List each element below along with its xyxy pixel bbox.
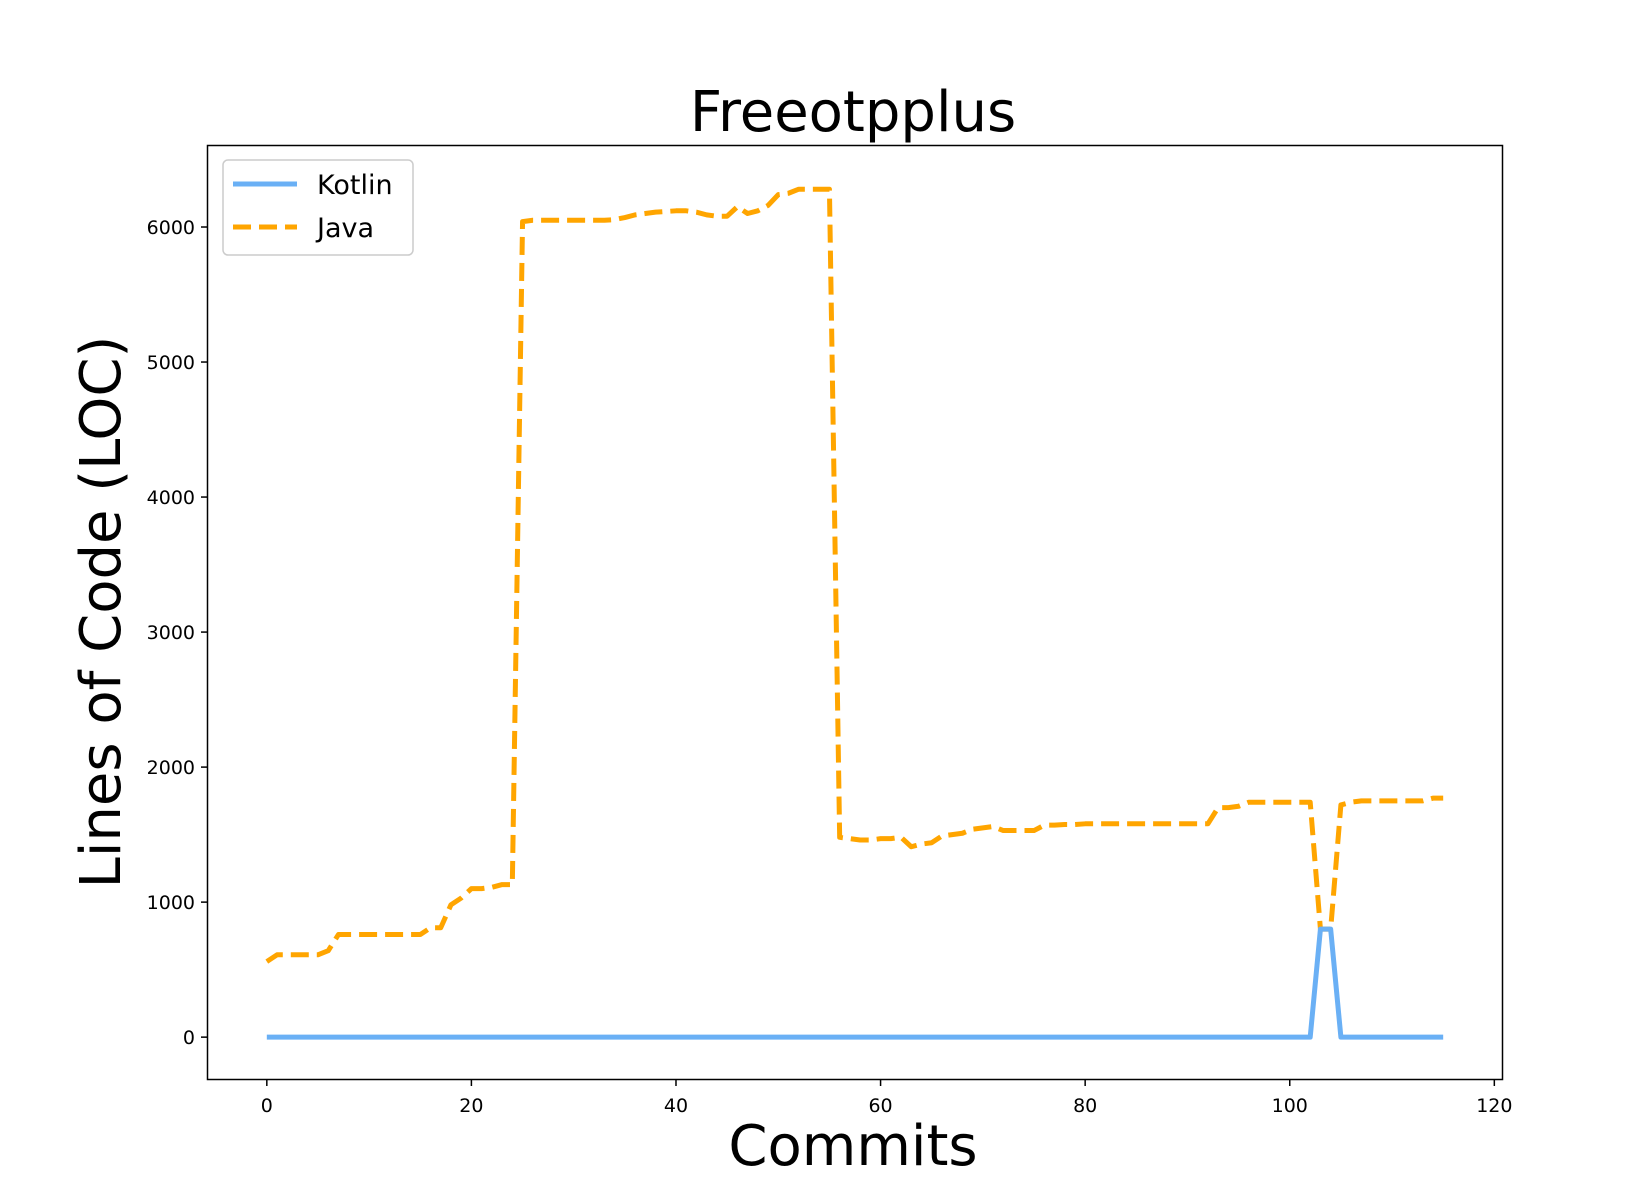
legend: Kotlin Java	[222, 159, 414, 256]
y-tick-label: 6000	[147, 217, 195, 239]
x-axis-ticks: 0 20 40 60 80 100 120	[261, 1079, 1512, 1117]
series-line-kotlin	[266, 926, 1444, 1040]
x-tick-label: 0	[261, 1095, 273, 1117]
y-tick-label: 5000	[147, 352, 195, 374]
x-tick-label: 60	[868, 1095, 892, 1117]
x-tick-label: 40	[664, 1095, 688, 1117]
series-layer	[265, 186, 1444, 1040]
x-tick-label: 120	[1476, 1095, 1512, 1117]
y-axis-ticks: 0 1000 2000 3000 4000 5000 6000	[147, 217, 208, 1049]
series-line-java	[265, 186, 1444, 964]
x-tick-label: 20	[459, 1095, 483, 1117]
y-axis-title: Lines of Code (LOC)	[69, 336, 134, 889]
legend-label-kotlin: Kotlin	[317, 170, 393, 201]
x-axis-title: Commits	[728, 1114, 977, 1179]
x-tick-label: 100	[1272, 1095, 1308, 1117]
y-tick-label: 4000	[147, 487, 195, 509]
legend-label-java: Java	[315, 213, 374, 244]
y-tick-label: 2000	[147, 757, 195, 779]
y-tick-label: 3000	[147, 622, 195, 644]
y-tick-label: 0	[183, 1027, 195, 1049]
y-tick-label: 1000	[147, 892, 195, 914]
chart-title: Freeotpplus	[690, 80, 1016, 145]
x-tick-label: 80	[1073, 1095, 1097, 1117]
plot-frame	[206, 144, 1504, 1081]
